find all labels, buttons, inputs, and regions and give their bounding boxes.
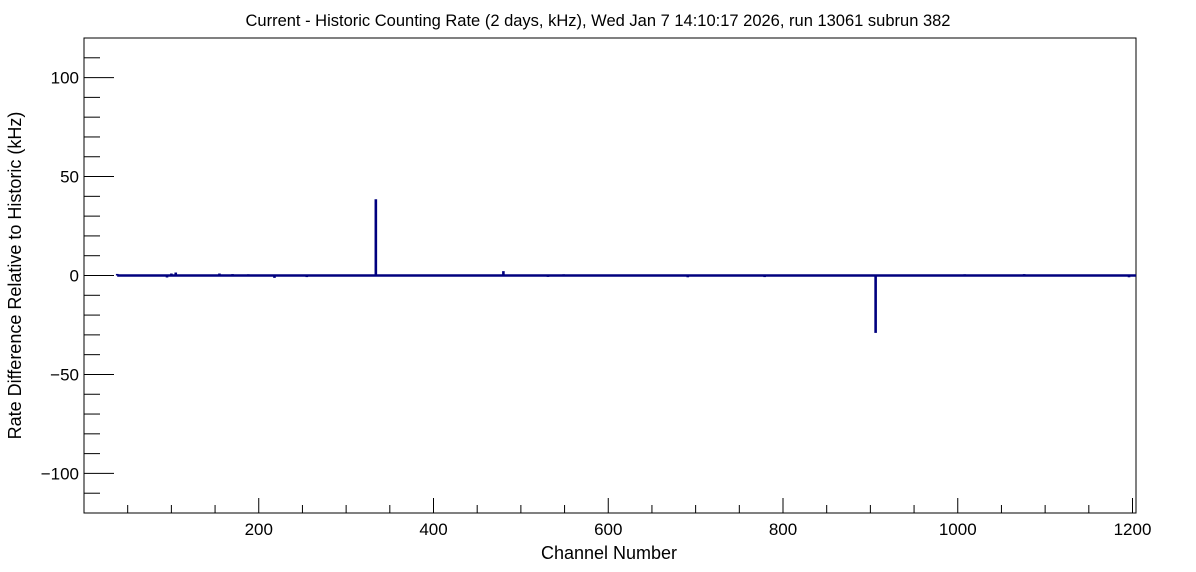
x-tick-label: 600 xyxy=(594,520,622,539)
x-axis: 200 400 600 800 1000 1200 xyxy=(127,498,1152,539)
y-tick-label: −50 xyxy=(50,365,79,384)
y-axis-title: Rate Difference Relative to Historic (kH… xyxy=(5,112,25,440)
x-tick-label: 400 xyxy=(419,520,447,539)
y-tick-label: 0 xyxy=(70,267,79,286)
y-tick-label: 100 xyxy=(51,69,79,88)
data-series xyxy=(115,199,1136,333)
chart-title: Current - Historic Counting Rate (2 days… xyxy=(245,12,950,30)
x-tick-label: 1000 xyxy=(939,520,977,539)
x-tick-label: 1200 xyxy=(1114,520,1152,539)
x-axis-title: Channel Number xyxy=(541,543,677,563)
y-axis: 100 50 0 −50 −100 xyxy=(41,57,114,494)
x-tick-label: 800 xyxy=(769,520,797,539)
y-tick-label: −100 xyxy=(41,464,79,483)
y-tick-label: 50 xyxy=(60,168,79,187)
x-tick-label: 200 xyxy=(245,520,273,539)
